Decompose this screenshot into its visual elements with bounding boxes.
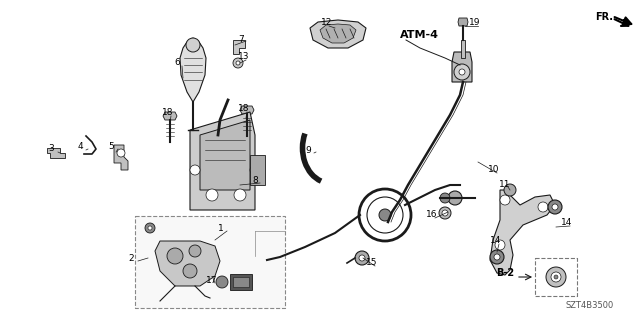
- Text: 18: 18: [238, 104, 250, 113]
- Circle shape: [548, 200, 562, 214]
- Circle shape: [379, 209, 391, 221]
- Text: SZT4B3500: SZT4B3500: [565, 301, 613, 310]
- Text: FR.: FR.: [595, 12, 613, 22]
- Circle shape: [552, 204, 558, 210]
- Text: 6: 6: [174, 58, 180, 67]
- Polygon shape: [180, 38, 206, 102]
- Circle shape: [500, 195, 510, 205]
- Circle shape: [459, 69, 465, 75]
- Circle shape: [454, 64, 470, 80]
- Bar: [135, 216, 285, 308]
- Bar: [233, 277, 249, 287]
- Circle shape: [189, 245, 201, 257]
- Polygon shape: [452, 52, 472, 82]
- Polygon shape: [155, 241, 220, 286]
- Bar: [250, 155, 265, 185]
- Text: 12: 12: [321, 18, 332, 27]
- Polygon shape: [320, 24, 356, 43]
- Text: 19: 19: [469, 18, 481, 27]
- Circle shape: [167, 248, 183, 264]
- Text: 11: 11: [499, 180, 511, 189]
- Polygon shape: [310, 20, 366, 48]
- Text: 14: 14: [490, 236, 501, 245]
- Circle shape: [148, 226, 152, 230]
- Text: 1: 1: [218, 224, 224, 233]
- Polygon shape: [490, 190, 555, 275]
- Polygon shape: [114, 145, 128, 170]
- Circle shape: [186, 38, 200, 52]
- Circle shape: [554, 275, 558, 279]
- Polygon shape: [458, 18, 468, 26]
- Circle shape: [233, 58, 243, 68]
- Circle shape: [117, 149, 125, 157]
- Circle shape: [551, 272, 561, 282]
- Bar: [535, 258, 577, 296]
- Bar: [230, 274, 252, 290]
- Circle shape: [495, 240, 505, 250]
- Text: 7: 7: [238, 35, 244, 44]
- Circle shape: [440, 193, 450, 203]
- Text: 2: 2: [128, 254, 134, 263]
- Circle shape: [190, 165, 200, 175]
- Circle shape: [183, 264, 197, 278]
- Text: 15: 15: [366, 258, 378, 267]
- Bar: [461, 40, 465, 58]
- Circle shape: [234, 189, 246, 201]
- Circle shape: [145, 223, 155, 233]
- Circle shape: [216, 276, 228, 288]
- Polygon shape: [190, 112, 255, 210]
- Polygon shape: [163, 112, 177, 120]
- Text: 8: 8: [252, 176, 258, 185]
- Text: B-2: B-2: [496, 268, 514, 278]
- Circle shape: [236, 61, 240, 65]
- Text: 9: 9: [305, 146, 311, 155]
- Polygon shape: [240, 106, 254, 114]
- Text: 17: 17: [206, 276, 218, 285]
- Circle shape: [359, 255, 365, 261]
- Polygon shape: [200, 120, 250, 190]
- Text: 3: 3: [48, 144, 54, 153]
- Text: 4: 4: [78, 142, 84, 151]
- Circle shape: [448, 191, 462, 205]
- Polygon shape: [47, 148, 65, 158]
- Circle shape: [206, 189, 218, 201]
- Polygon shape: [233, 40, 245, 54]
- Circle shape: [538, 202, 548, 212]
- Circle shape: [439, 207, 451, 219]
- Circle shape: [546, 267, 566, 287]
- Circle shape: [490, 250, 504, 264]
- Text: 10: 10: [488, 165, 499, 174]
- Circle shape: [504, 184, 516, 196]
- Circle shape: [250, 165, 260, 175]
- Text: 14: 14: [561, 218, 572, 227]
- Text: 18: 18: [162, 108, 173, 117]
- Circle shape: [494, 254, 500, 260]
- Circle shape: [442, 210, 448, 216]
- Text: 16: 16: [426, 210, 438, 219]
- Text: 13: 13: [238, 52, 250, 61]
- Text: ATM-4: ATM-4: [400, 30, 439, 40]
- Text: 5: 5: [108, 142, 114, 151]
- Circle shape: [355, 251, 369, 265]
